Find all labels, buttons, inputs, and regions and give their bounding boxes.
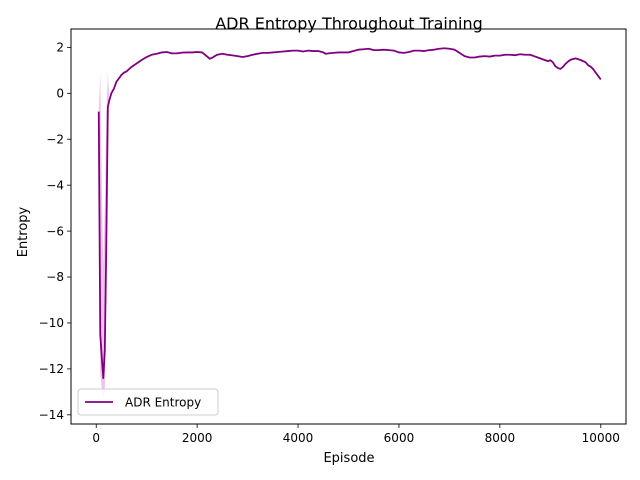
- y-tick-label: −12: [39, 362, 64, 376]
- x-tick-label: 2000: [182, 431, 213, 445]
- x-tick-label: 10000: [582, 431, 620, 445]
- axes-frame: [70, 28, 627, 425]
- y-axis-label: Entropy: [16, 206, 31, 257]
- x-tick-label: 4000: [283, 431, 314, 445]
- y-tick-label: −14: [39, 408, 64, 422]
- legend-box: [77, 388, 219, 416]
- y-tick-label: −10: [39, 316, 64, 330]
- y-tick-label: 2: [56, 41, 64, 55]
- y-tick-label: 0: [56, 87, 64, 101]
- x-axis-ticks: 0 2000 4000 6000 8000 10000: [92, 424, 620, 445]
- x-axis-label: Episode: [323, 451, 374, 466]
- chart-title: ADR Entropy Throughout Training: [215, 14, 483, 33]
- plot-area: [97, 47, 602, 399]
- x-tick-label: 8000: [485, 431, 516, 445]
- y-tick-label: −2: [46, 132, 64, 146]
- y-axis-ticks: −14 −12 −10 −8 −6 −4 −2 0 2: [39, 41, 71, 422]
- legend-label: ADR Entropy: [125, 396, 201, 410]
- legend: ADR Entropy: [77, 388, 219, 416]
- series-line: [97, 47, 602, 379]
- y-tick-label: −8: [46, 270, 64, 284]
- x-tick-label: 0: [92, 431, 100, 445]
- y-tick-label: −4: [46, 178, 64, 192]
- y-tick-label: −6: [46, 224, 64, 238]
- x-tick-label: 6000: [384, 431, 415, 445]
